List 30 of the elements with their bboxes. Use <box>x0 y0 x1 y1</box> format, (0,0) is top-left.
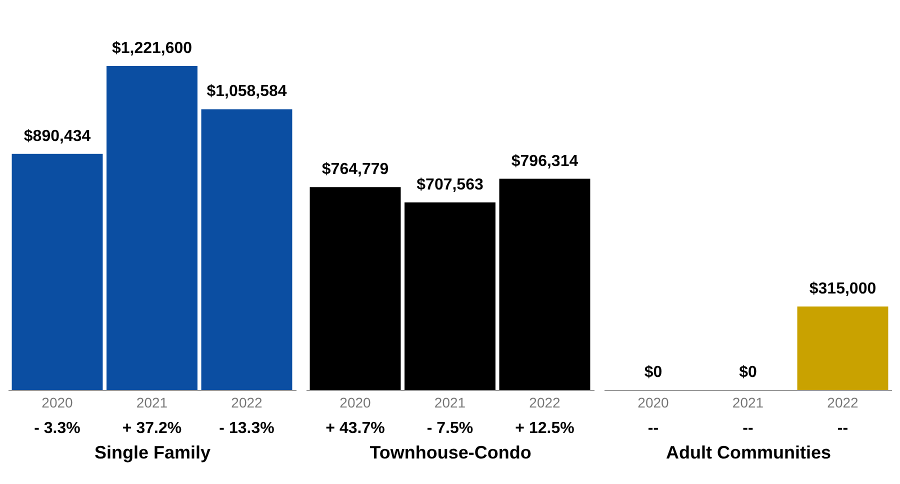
data-label: $796,314 <box>511 152 578 170</box>
data-label: $764,779 <box>322 161 389 178</box>
data-label: $707,563 <box>416 176 484 194</box>
x-tick-label: 2021 <box>434 394 466 410</box>
text: - 7.5% <box>426 420 474 437</box>
x-tick-label: 2020 <box>42 394 74 410</box>
text: -- <box>742 420 754 437</box>
text: + 37.2% <box>122 420 182 437</box>
x-tick-label: 2020 <box>340 394 372 410</box>
text: -- <box>837 420 848 437</box>
x-tick-label: 2022 <box>529 394 561 410</box>
data-label: $0 <box>739 364 757 381</box>
x-tick-label: 2020 <box>638 394 670 410</box>
text: + 43.7% <box>326 420 385 437</box>
data-label: $1,221,600 <box>112 40 192 57</box>
data-label: $315,000 <box>809 280 876 298</box>
x-tick-label: 2021 <box>136 394 168 410</box>
x-tick-label: 2021 <box>732 394 764 410</box>
data-label: $0 <box>644 364 662 381</box>
x-axis-title: Single Family <box>94 442 211 462</box>
x-axis-title: Townhouse-Condo <box>370 442 532 462</box>
x-tick-label: 2022 <box>231 394 263 410</box>
data-label: $890,434 <box>24 128 91 145</box>
text: - 3.3% <box>34 420 80 437</box>
text: -- <box>648 420 659 437</box>
text: + 12.5% <box>515 420 574 437</box>
x-tick-label: 2022 <box>827 394 859 410</box>
x-axis-title: Adult Communities <box>666 442 831 462</box>
text: - 13.3% <box>219 420 274 437</box>
data-label: $1,058,584 <box>206 83 287 100</box>
